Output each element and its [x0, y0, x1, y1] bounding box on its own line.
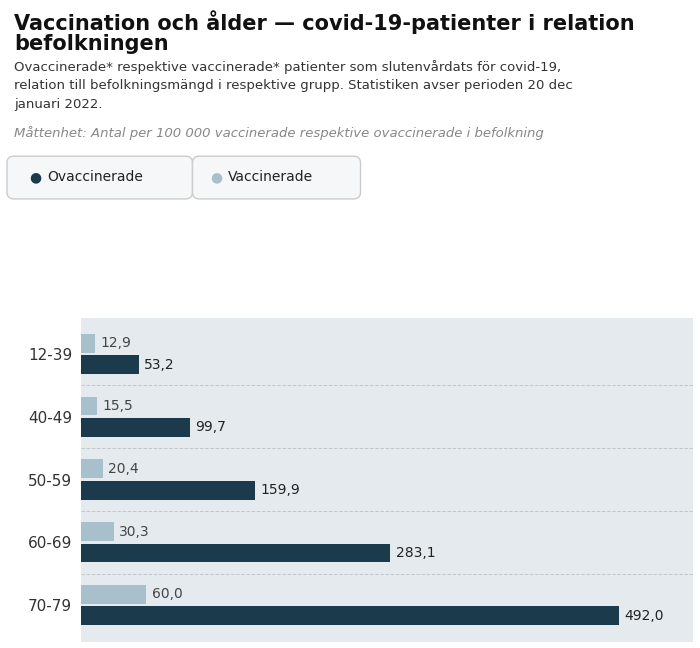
Text: befolkningen: befolkningen — [14, 34, 169, 54]
Text: Måttenhet: Antal per 100 000 vaccinerade respektive ovaccinerade i befolkning: Måttenhet: Antal per 100 000 vaccinerade… — [14, 126, 544, 141]
Text: ●: ● — [29, 170, 41, 184]
Text: Ovaccinerade: Ovaccinerade — [48, 170, 144, 184]
Text: Vaccination och ålder — covid-19-patienter i relation: Vaccination och ålder — covid-19-patient… — [14, 10, 635, 34]
Text: 159,9: 159,9 — [261, 483, 300, 497]
Text: Vaccinerade: Vaccinerade — [228, 170, 314, 184]
Bar — [80, 334, 94, 353]
Text: Ovaccinerade* respektive vaccinerade* patienter som slutenvårdats för covid-19,: Ovaccinerade* respektive vaccinerade* pa… — [14, 60, 561, 74]
Text: 20,4: 20,4 — [108, 462, 139, 476]
Text: 30,3: 30,3 — [119, 525, 150, 538]
Text: relation till befolkningsmängd i respektive grupp. Statistiken avser perioden 20: relation till befolkningsmängd i respekt… — [14, 79, 573, 92]
Bar — [80, 522, 113, 541]
Bar — [80, 481, 256, 500]
Bar — [80, 418, 190, 437]
Text: 15,5: 15,5 — [103, 399, 134, 413]
Text: 492,0: 492,0 — [624, 608, 664, 623]
Bar — [80, 607, 619, 625]
Text: 99,7: 99,7 — [195, 421, 226, 434]
Text: 283,1: 283,1 — [395, 546, 435, 560]
Bar — [80, 585, 146, 604]
Text: 60,0: 60,0 — [152, 588, 182, 601]
Bar — [80, 397, 97, 415]
Text: 53,2: 53,2 — [144, 358, 175, 371]
Text: januari 2022.: januari 2022. — [14, 98, 102, 111]
Text: ●: ● — [210, 170, 222, 184]
Bar — [80, 355, 139, 374]
Bar — [80, 459, 103, 478]
Text: 12,9: 12,9 — [100, 336, 131, 351]
Bar — [80, 544, 390, 562]
